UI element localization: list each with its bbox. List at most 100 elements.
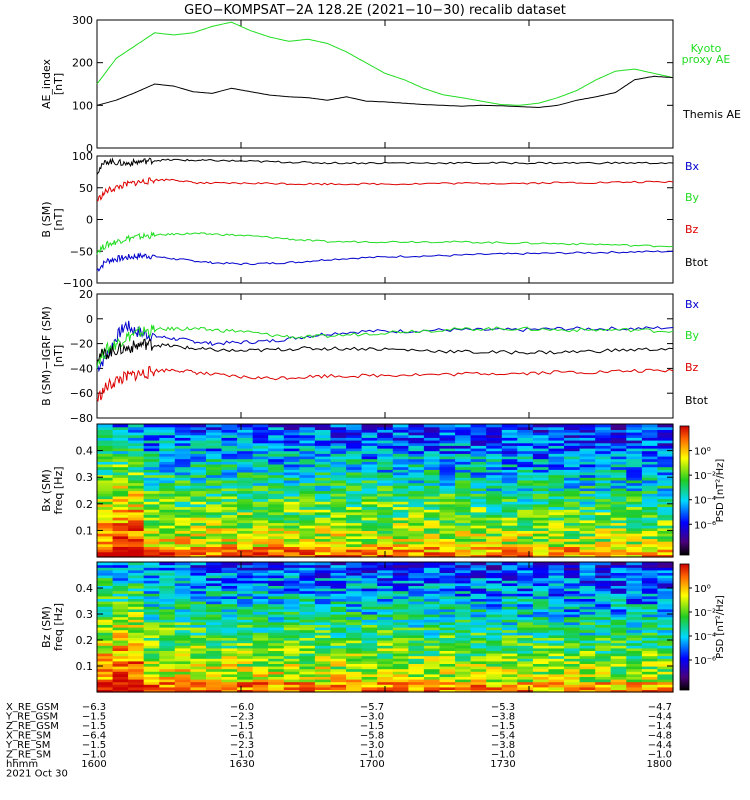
spectrogram-cell [532,461,550,465]
spectrogram-cell [486,621,503,625]
y-tick-label: 300 [72,14,93,27]
spectrogram-cell [252,650,269,654]
spectrogram-cell [314,501,332,505]
spectrogram-cell [548,647,565,651]
spectrogram-cell [517,634,534,638]
spectrogram-cell [532,601,550,605]
spectrogram-cell [595,511,612,516]
spectrogram-cell [548,577,565,581]
spectrogram-cell [595,501,612,505]
spectrogram-cell [361,634,378,638]
spectrogram-cell [143,645,160,649]
spectrogram-cell [159,642,176,646]
spectrogram-cell [112,538,129,542]
spectrogram-cell [626,463,643,468]
spectrogram-cell [159,681,176,685]
spectrogram-cell [159,546,176,550]
spectrogram-cell [641,453,659,457]
spectrogram-cell [361,621,378,625]
spectrogram-cell [486,666,503,670]
spectrogram-cell [377,455,394,460]
spectrogram-cell [486,614,503,618]
spectrogram-cell [206,458,223,462]
spectrogram-cell [221,541,238,545]
spectrogram-cell [532,495,550,500]
spectrogram-cell [423,429,441,433]
spectrogram-cell [517,681,534,685]
spectrogram-cell [595,541,612,545]
spectrogram-cell [579,655,596,659]
spectrogram-cell [455,595,472,599]
spectrogram-cell [439,572,456,576]
spectrogram-cell [408,575,425,579]
spectrogram-cell [190,647,207,651]
spectrogram-cell [408,621,425,625]
spectrogram-cell [97,463,114,468]
spectrogram-cell [97,503,114,508]
spectrogram-cell [439,424,456,428]
spectrogram-cell [330,543,347,547]
spectrogram-cell [299,640,316,644]
spectrogram-cell [564,640,581,644]
spectrogram-cell [143,582,160,586]
spectrogram-cell [206,684,223,688]
spectrogram-cell [112,624,129,628]
spectrogram-cell [455,569,472,573]
spectrogram-cell [610,689,627,693]
spectrogram-cell [423,442,441,446]
spectrogram-cell [517,498,534,502]
spectrogram-cell [330,424,347,428]
spectrogram-cell [112,640,129,644]
spectrogram-cell [377,601,394,605]
spectrogram-cell [501,455,518,460]
spectrogram-cell [330,608,347,612]
spectrogram-cell [392,533,409,537]
spectrogram-cell [97,642,114,646]
spectrogram-cell [517,621,534,625]
spectrogram-cell [610,424,627,428]
spectrogram-cell [143,525,160,529]
spectrogram-cell [408,511,425,516]
spectrogram-cell [532,479,550,484]
spectrogram-cell [299,461,316,465]
spectrogram-cell [112,551,129,555]
spectrogram-cell [548,634,565,638]
spectrogram-cell [439,495,456,500]
spectrogram-cell [346,549,363,553]
spectrogram-cell [408,455,425,460]
spectrogram-cell [517,650,534,654]
spectrogram-cell [112,461,129,465]
spectrogram-cell [174,660,191,664]
spectrogram-cell [299,442,316,446]
spectrogram-cell [641,655,659,659]
spectrogram-cell [486,450,503,454]
spectrogram-cell [641,429,659,433]
spectrogram-cell [268,577,285,581]
spectrogram-cell [190,549,207,553]
spectrogram-cell [548,637,565,641]
spectrogram-cell [548,621,565,625]
spectrogram-cell [439,689,456,693]
spectrogram-cell [221,479,238,484]
legend-bz: Bz [685,223,699,236]
spectrogram-cell [128,469,145,473]
spectrogram-cell [206,564,223,568]
spectrogram-cell [299,577,316,581]
spectrogram-cell [595,681,612,685]
spectrogram-cell [517,533,534,537]
spectrogram-cell [501,580,518,584]
ephemeris-value: −5.3 [491,702,515,713]
spectrogram-cell [143,650,160,654]
spectrogram-cell [268,498,285,502]
spectrogram-cell [330,511,347,516]
spectrogram-cell [159,554,176,558]
spectrogram-cell [97,663,114,667]
spectrogram-cell [128,593,145,597]
spectrogram-cell [548,455,565,460]
spectrogram-cell [548,461,565,465]
spectrogram-cell [314,653,332,657]
spectrogram-cell [595,634,612,638]
spectrogram-cell [346,437,363,441]
spectrogram-cell [626,495,643,500]
spectrogram-cell [330,442,347,446]
